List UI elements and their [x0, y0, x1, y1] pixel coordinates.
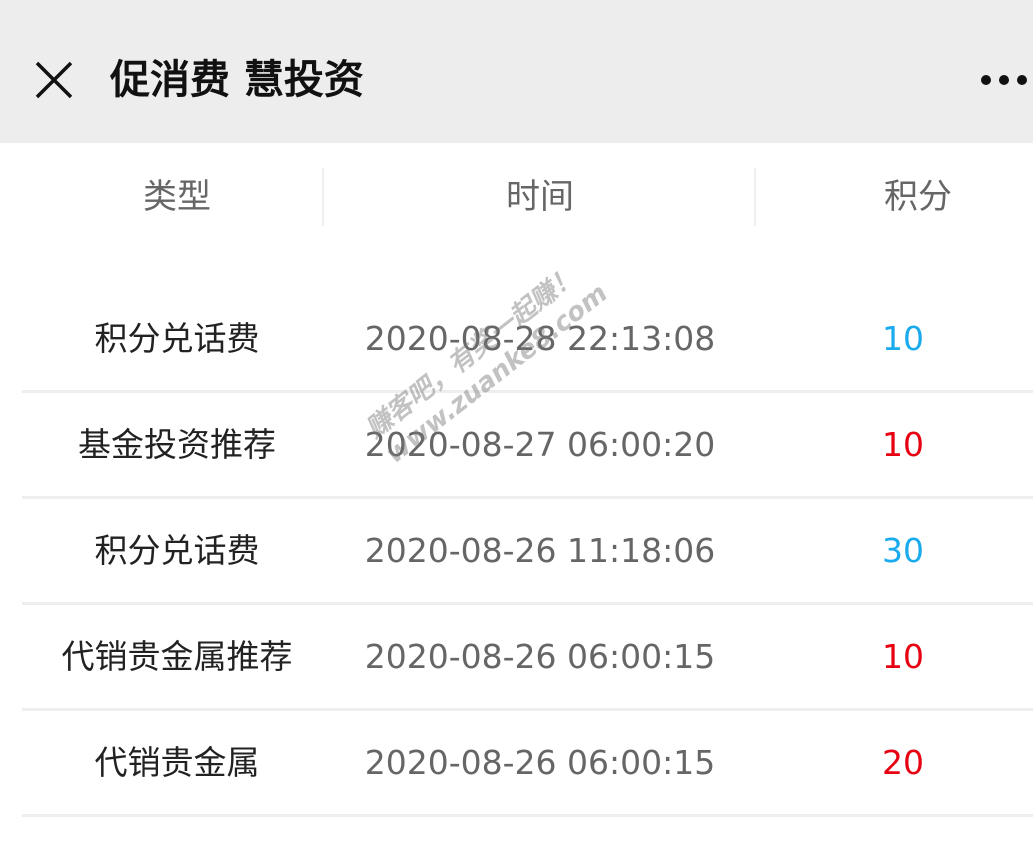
- row-time: 2020-08-26 11:18:06: [364, 531, 716, 570]
- table-row: 积分兑话费 2020-08-26 11:18:06 30: [22, 499, 1033, 605]
- row-points: 10: [882, 425, 924, 464]
- table-row: 代销贵金属 2020-08-26 06:00:15 20: [22, 711, 1033, 817]
- top-bar: 促消费 慧投资: [0, 0, 1033, 143]
- row-type: 积分兑话费: [94, 319, 260, 358]
- page-title: 促消费 慧投资: [110, 57, 364, 103]
- table-row: 基金投资推荐 2020-08-27 06:00:20 10: [22, 393, 1033, 499]
- column-header-time: 时间: [506, 177, 574, 217]
- row-type: 代销贵金属: [94, 743, 260, 782]
- table-row: 积分兑话费 2020-08-28 22:13:08 10: [22, 287, 1033, 393]
- more-horizontal-icon[interactable]: [980, 68, 1033, 92]
- column-header-points: 积分: [884, 177, 952, 217]
- row-points: 10: [882, 637, 924, 676]
- row-points: 10: [882, 319, 924, 358]
- column-divider: [322, 168, 324, 226]
- row-type: 积分兑话费: [94, 531, 260, 570]
- column-divider: [754, 168, 756, 226]
- row-time: 2020-08-27 06:00:20: [364, 425, 716, 464]
- close-icon[interactable]: [34, 60, 74, 100]
- table-row: 代销贵金属推荐 2020-08-26 06:00:15 10: [22, 605, 1033, 711]
- row-time: 2020-08-28 22:13:08: [364, 319, 716, 358]
- row-time: 2020-08-26 06:00:15: [364, 637, 716, 676]
- row-type: 基金投资推荐: [78, 425, 276, 464]
- row-points: 20: [882, 743, 924, 782]
- row-type: 代销贵金属推荐: [61, 637, 293, 676]
- row-points: 30: [882, 531, 924, 570]
- column-header-type: 类型: [143, 177, 211, 217]
- row-time: 2020-08-26 06:00:15: [364, 743, 716, 782]
